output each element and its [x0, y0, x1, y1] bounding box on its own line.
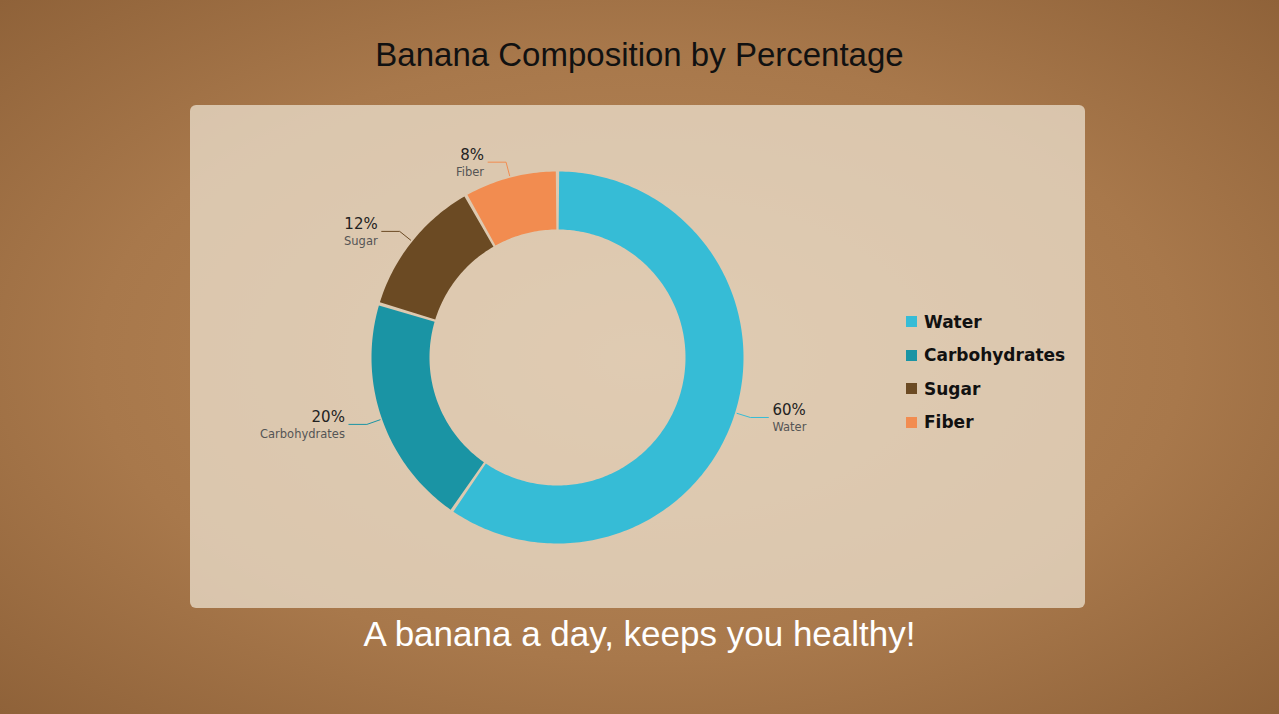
html-text:Sugar: Sugar	[924, 378, 981, 399]
html-text:Fiber: Fiber	[924, 412, 974, 433]
html-text:Carbohydrates: Carbohydrates	[924, 345, 1066, 366]
svg-text:Fiber: Fiber	[456, 165, 484, 179]
html-text:Banana Composition by Percenta: Banana Composition by Percentage	[375, 36, 904, 73]
svg-text:20%: 20%	[312, 408, 345, 426]
svg-text:8%: 8%	[460, 146, 484, 164]
html-text:Water: Water	[924, 311, 982, 332]
svg-text:12%: 12%	[344, 215, 377, 233]
svg-text:Sugar: Sugar	[344, 234, 378, 248]
svg-text:Water: Water	[772, 420, 806, 434]
svg-text:Carbohydrates: Carbohydrates	[260, 427, 345, 441]
html-text:A banana a day, keeps you heal: A banana a day, keeps you healthy!	[363, 614, 916, 653]
svg-text:60%: 60%	[772, 401, 805, 419]
